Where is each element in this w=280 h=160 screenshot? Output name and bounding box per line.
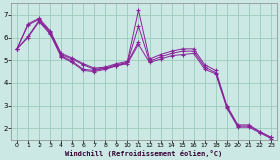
X-axis label: Windchill (Refroidissement éolien,°C): Windchill (Refroidissement éolien,°C)	[65, 150, 223, 156]
